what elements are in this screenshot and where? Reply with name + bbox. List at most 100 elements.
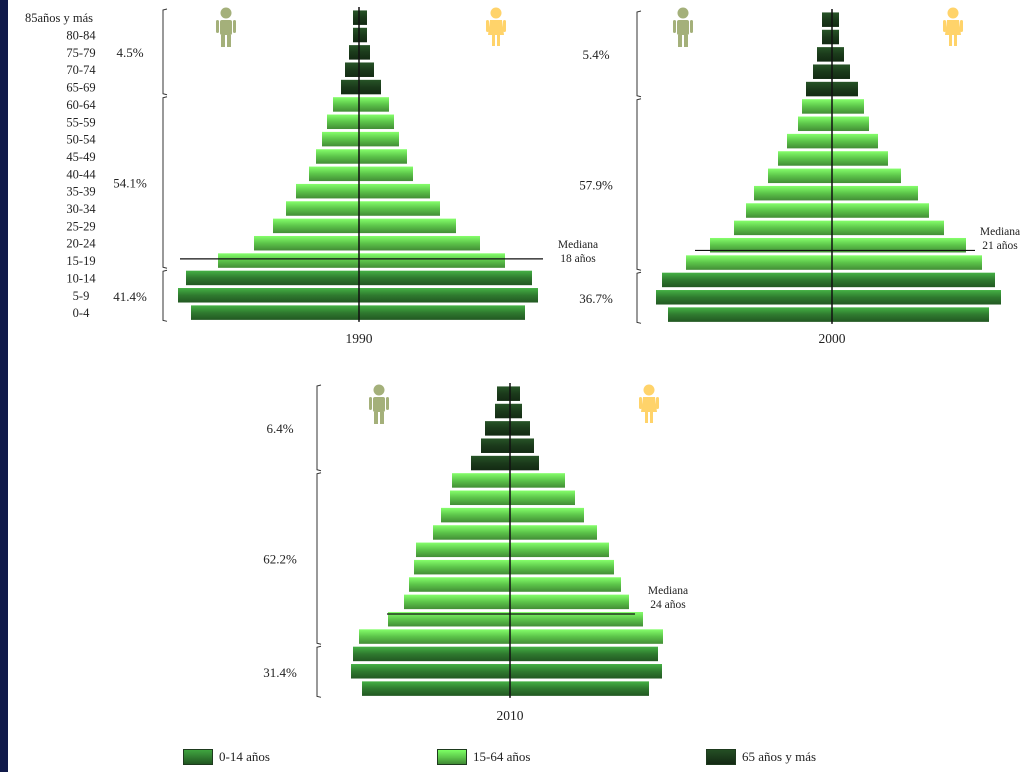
share-label-age-0-14: 31.4% <box>263 665 297 680</box>
bar-female <box>832 29 839 45</box>
bar-male <box>362 681 510 696</box>
share-label-age-15-64: 57.9% <box>579 178 613 193</box>
bar-male <box>754 185 832 201</box>
bar-male <box>662 272 832 288</box>
bar-female <box>510 646 658 662</box>
bar-male <box>345 62 359 77</box>
bracket-0-14 <box>636 271 642 324</box>
female-person-icon-arm <box>943 20 946 32</box>
median-value: 18 años <box>560 253 596 265</box>
age-label: 50-54 <box>66 133 96 147</box>
bar-female <box>359 270 532 286</box>
female-person-icon-head <box>490 7 502 19</box>
pyramid-2010: Mediana 24 años 6.4% 62.2% 31.4% 2010 <box>263 383 688 723</box>
bar-male <box>388 611 510 627</box>
bar-male <box>485 421 510 436</box>
share-label-age-65-plus: 4.5% <box>116 45 143 60</box>
bar-female <box>832 168 901 184</box>
bar-male <box>409 577 510 592</box>
female-person-icon-leg <box>645 412 648 423</box>
female-person-icon-arm <box>486 20 489 32</box>
legend-swatch-15-64 <box>437 749 467 765</box>
age-label: 55-59 <box>66 115 95 129</box>
bar-male <box>806 81 832 97</box>
male-person-icon-torso <box>220 20 232 35</box>
bar-female <box>359 45 370 60</box>
male-person-icon-head <box>373 384 385 396</box>
bar-male <box>353 646 510 662</box>
bar-female <box>832 12 839 27</box>
bar-female <box>832 307 989 322</box>
female-person-icon-arm <box>960 20 963 32</box>
male-person-icon-head <box>220 7 232 19</box>
bar-male <box>450 490 510 506</box>
bracket-0-14 <box>316 645 322 698</box>
median-label: Mediana <box>648 585 688 597</box>
male-person-icon-leg <box>380 412 384 424</box>
bar-female <box>510 559 614 575</box>
bracket-65-plus <box>636 10 642 98</box>
share-label-age-15-64: 62.2% <box>263 552 297 567</box>
bar-male <box>322 131 359 147</box>
bar-female <box>359 218 456 234</box>
bracket-15-64 <box>162 96 168 269</box>
bar-male <box>452 473 510 488</box>
bar-female <box>359 235 480 251</box>
bar-female <box>832 81 858 97</box>
legend-label-65-plus: 65 años y más <box>742 749 817 764</box>
median-label: Mediana <box>558 239 598 251</box>
bar-female <box>832 151 888 166</box>
bar-male <box>668 307 832 322</box>
male-person-icon <box>216 7 236 47</box>
bar-male <box>353 10 359 25</box>
age-label: 0-4 <box>73 306 90 320</box>
bar-female <box>832 185 918 201</box>
male-person-icon-arm <box>690 20 693 33</box>
female-person-icon-dress <box>488 20 504 35</box>
bracket-65-plus <box>316 384 322 472</box>
bar-male <box>341 79 359 95</box>
bar-female <box>510 525 597 540</box>
chart-title: 2010 <box>497 708 524 723</box>
bar-female <box>510 403 522 419</box>
male-person-icon <box>673 7 693 47</box>
age-label: 15-19 <box>66 254 95 268</box>
bar-female <box>510 577 621 592</box>
female-person-icon <box>639 384 659 423</box>
bar-female <box>359 149 407 164</box>
bar-female <box>510 681 649 696</box>
male-person-icon-leg <box>374 412 378 424</box>
bar-male <box>404 594 510 610</box>
age-label: 25-29 <box>66 219 95 233</box>
legend-item-65-plus: 65 años y más <box>706 747 816 767</box>
share-label-age-0-14: 41.4% <box>113 289 147 304</box>
bar-male <box>191 305 359 320</box>
bar-female <box>359 10 367 25</box>
female-person-icon-dress <box>641 397 657 412</box>
female-person-icon <box>943 7 963 46</box>
share-label-age-65-plus: 6.4% <box>266 421 293 436</box>
bar-male <box>316 149 359 164</box>
female-person-icon-arm <box>639 397 642 409</box>
male-person-icon-leg <box>227 35 231 47</box>
bar-male <box>817 47 832 62</box>
age-labels: 0-4 5-9 10-14 15-19 20-24 25-29 30-34 35-39 40-4… <box>25 11 96 320</box>
female-person-icon-dress <box>945 20 961 35</box>
bar-female <box>510 490 575 506</box>
bar-female <box>359 131 399 147</box>
female-person-icon-leg <box>650 412 653 423</box>
bar-female <box>510 386 520 401</box>
share-label-age-15-64: 54.1% <box>113 176 147 191</box>
female-person-icon-leg <box>954 35 957 46</box>
bar-female <box>359 79 381 95</box>
age-label: 20-24 <box>66 237 96 251</box>
bar-female <box>510 594 629 610</box>
bar-male <box>273 218 359 234</box>
bar-male <box>787 133 832 149</box>
bar-male <box>359 629 510 644</box>
bar-male <box>734 220 832 236</box>
bar-male <box>471 455 510 471</box>
age-label: 80-84 <box>66 29 96 43</box>
legend-label-0-14: 0-14 años <box>219 749 270 764</box>
age-label: 65-69 <box>66 81 95 95</box>
